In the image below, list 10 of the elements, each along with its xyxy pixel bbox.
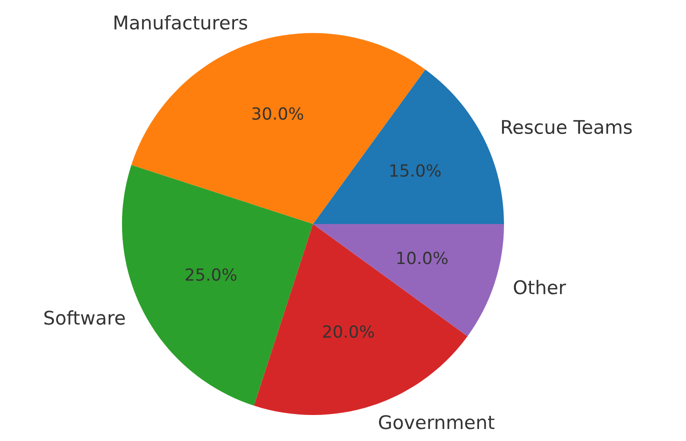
slice-label: Government	[378, 415, 494, 430]
slice-label: Manufacturers	[114, 15, 248, 30]
data-label: 25.0%	[186, 268, 236, 281]
slice-label: Other	[514, 280, 566, 294]
slice-label: Rescue Teams	[502, 120, 632, 134]
data-label: 20.0%	[323, 325, 374, 338]
data-label: 10.0%	[397, 252, 448, 264]
data-label: 30.0%	[252, 107, 304, 120]
data-label: 15.0%	[390, 164, 441, 177]
slice-label: Software	[44, 310, 125, 325]
